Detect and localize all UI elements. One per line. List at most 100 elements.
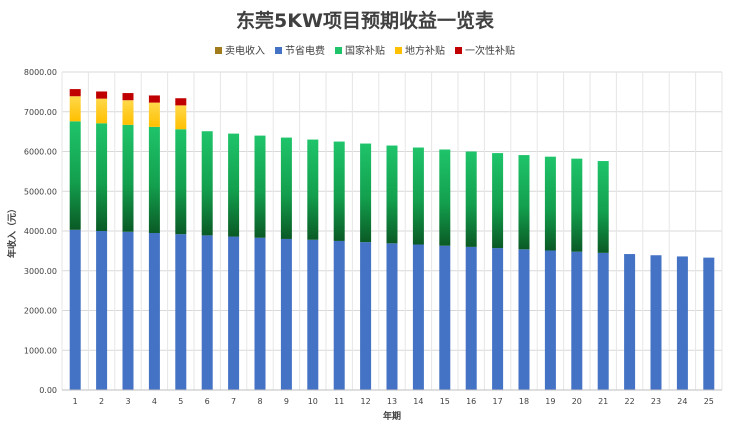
y-tick-label: 1000.00 [24, 346, 57, 355]
x-tick-label: 11 [334, 397, 344, 406]
bar-segment [280, 137, 292, 239]
x-tick-label: 19 [545, 397, 555, 406]
bar-segment [175, 105, 187, 130]
bar-segment [69, 121, 81, 230]
bar-segment [122, 100, 134, 125]
x-tick-label: 4 [152, 397, 157, 406]
legend-item: 地方补贴 [395, 42, 445, 57]
bar-segment [175, 129, 187, 235]
bar-segment [175, 234, 187, 390]
bar-segment [676, 256, 688, 390]
bar-segment [201, 131, 213, 236]
bar-segment [465, 246, 477, 390]
bar-segment [148, 232, 160, 390]
bar-segment [492, 153, 504, 249]
bar-segment [333, 240, 345, 390]
bar-segment [386, 243, 398, 390]
x-tick-label: 18 [519, 397, 529, 406]
y-tick-label: 3000.00 [24, 267, 57, 276]
bar-segment [360, 242, 372, 390]
bar-segment [571, 251, 583, 390]
bar-segment [571, 158, 583, 252]
bar-segment [412, 244, 424, 390]
x-tick-label: 3 [125, 397, 130, 406]
bar-segment [703, 257, 715, 390]
y-tick-label: 8000.00 [24, 68, 57, 77]
bar-segment [69, 229, 81, 390]
x-tick-label: 23 [651, 397, 661, 406]
bar-segment [333, 141, 345, 241]
y-tick-label: 4000.00 [24, 227, 57, 236]
legend-label: 节省电费 [285, 46, 325, 57]
bar-segment [122, 93, 134, 101]
x-tick-label: 1 [73, 397, 78, 406]
legend-swatch [395, 47, 402, 54]
bar-segment [544, 250, 556, 390]
bar-segment [201, 235, 213, 390]
bar-segment [280, 238, 292, 390]
bar-segment [386, 145, 398, 244]
x-tick-label: 10 [308, 397, 318, 406]
bar-segment [148, 95, 160, 103]
bar-segment [254, 135, 266, 238]
chart-title: 东莞5KW项目预期收益一览表 [236, 10, 494, 32]
bar-segment [148, 126, 160, 233]
bar-segment [69, 96, 81, 122]
x-axis-title: 年期 [383, 410, 401, 422]
y-tick-label: 2000.00 [24, 307, 57, 316]
bar-segment [650, 255, 662, 390]
bar-segment [597, 161, 609, 253]
bar-segment [307, 239, 319, 390]
y-tick-label: 5000.00 [24, 187, 57, 196]
x-tick-label: 9 [284, 397, 289, 406]
legend-swatch [275, 47, 282, 54]
bar-segment [96, 123, 108, 231]
bar-segment [544, 156, 556, 251]
bar-segment [597, 252, 609, 390]
x-tick-label: 17 [493, 397, 503, 406]
x-tick-label: 20 [572, 397, 582, 406]
x-tick-label: 14 [413, 397, 423, 406]
legend-label: 一次性补贴 [465, 46, 515, 57]
bar-segment [492, 248, 504, 390]
bar-segment [439, 149, 451, 246]
legend-item: 卖电收入 [215, 42, 265, 57]
y-axis-title: 年收入（元） [6, 204, 18, 258]
bar-segment [96, 98, 108, 124]
legend-label: 地方补贴 [405, 46, 445, 57]
bar-segment [518, 249, 530, 390]
legend-item: 节省电费 [275, 42, 325, 57]
y-tick-label: 0.00 [39, 386, 57, 395]
legend-label: 国家补贴 [345, 46, 385, 57]
y-tick-label: 6000.00 [24, 148, 57, 157]
x-tick-label: 7 [231, 397, 236, 406]
legend: 卖电收入 节省电费 国家补贴 地方补贴 一次性补贴 [0, 42, 730, 57]
bar-segment [360, 143, 372, 243]
x-tick-label: 24 [677, 397, 687, 406]
legend-swatch [455, 47, 462, 54]
bar-segment [254, 237, 266, 390]
bar-segment [439, 245, 451, 390]
bar-segment [96, 91, 108, 99]
bar-segment [412, 147, 424, 245]
x-tick-label: 5 [178, 397, 183, 406]
bar-segment [307, 139, 319, 240]
legend-swatch [215, 47, 222, 54]
x-tick-label: 6 [205, 397, 210, 406]
legend-item: 一次性补贴 [455, 42, 515, 57]
bar-segment [624, 254, 636, 390]
bar-segment [122, 231, 134, 390]
x-tick-label: 22 [625, 397, 635, 406]
x-tick-label: 15 [440, 397, 450, 406]
bar-segment [175, 98, 187, 106]
bar-segment [228, 236, 240, 390]
bar-segment [465, 151, 477, 247]
x-tick-label: 12 [361, 397, 371, 406]
x-tick-label: 21 [598, 397, 608, 406]
bar-segment [518, 155, 530, 250]
x-tick-label: 16 [466, 397, 476, 406]
x-tick-label: 2 [99, 397, 104, 406]
bar-segment [69, 89, 81, 97]
bar-segment [148, 102, 160, 127]
